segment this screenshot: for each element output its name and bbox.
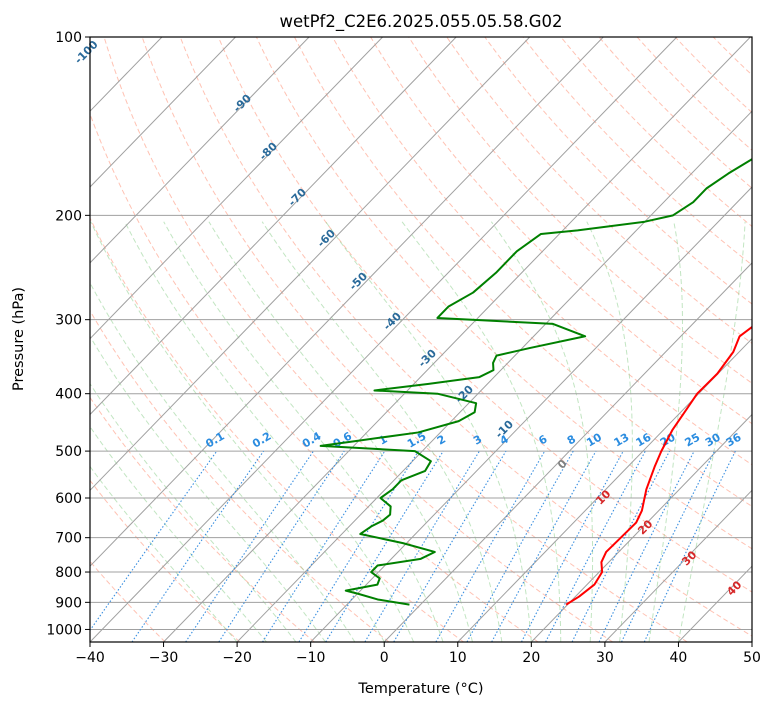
moist-adiabat bbox=[261, 221, 503, 642]
x-tick-label: −10 bbox=[296, 650, 326, 666]
mixing-ratio-line bbox=[262, 450, 386, 642]
y-tick-label: 1000 bbox=[46, 622, 82, 638]
dry-adiabat bbox=[446, 37, 752, 344]
dry-adiabat bbox=[484, 37, 752, 305]
moist-adiabat bbox=[586, 221, 633, 642]
dry-adiabat bbox=[332, 37, 752, 466]
mixing-ratio-line bbox=[364, 450, 480, 642]
plot-frame bbox=[89, 36, 753, 643]
y-tick-label: 900 bbox=[55, 595, 82, 611]
x-tick-label: −40 bbox=[75, 650, 105, 666]
isotherm bbox=[90, 37, 604, 567]
isotherm bbox=[90, 37, 531, 492]
mixing-ratio-line bbox=[298, 450, 419, 642]
dry-adiabat bbox=[522, 37, 752, 266]
dry-adiabat bbox=[598, 37, 752, 189]
moist-adiabat bbox=[325, 221, 532, 642]
mixing-ratio-line bbox=[325, 450, 444, 642]
y-tick-label: 700 bbox=[55, 531, 82, 547]
x-tick-label: 20 bbox=[522, 650, 540, 666]
dry-adiabat bbox=[103, 37, 614, 642]
moist-adiabat bbox=[490, 221, 594, 642]
mixing-ratio-line bbox=[520, 450, 624, 642]
mixing-ratio-line bbox=[90, 450, 218, 632]
mixing-ratio-line bbox=[218, 450, 345, 642]
dry-adiabat bbox=[294, 37, 752, 508]
x-axis-title: Temperature (°C) bbox=[357, 681, 483, 697]
moist-adiabat bbox=[90, 465, 238, 642]
moist-adiabat bbox=[90, 221, 385, 642]
mixing-ratio-line bbox=[131, 450, 265, 642]
y-tick-label: 500 bbox=[55, 444, 82, 460]
y-tick-label: 100 bbox=[55, 30, 82, 46]
moist-adiabat bbox=[90, 335, 326, 642]
isotherm bbox=[310, 186, 752, 642]
isotherm bbox=[236, 110, 752, 642]
isotherm bbox=[90, 37, 236, 188]
moist-adiabat bbox=[163, 221, 444, 642]
mixing-ratio-line bbox=[491, 450, 597, 642]
y-tick-label: 800 bbox=[55, 565, 82, 581]
x-tick-label: −20 bbox=[222, 650, 252, 666]
dry-adiabat bbox=[370, 37, 752, 425]
sounding-series bbox=[319, 158, 752, 606]
x-tick-label: 0 bbox=[380, 650, 389, 666]
dry-adiabat bbox=[179, 37, 752, 637]
moist-adiabat bbox=[90, 281, 356, 642]
mixing-ratio-line bbox=[466, 450, 574, 642]
dry-adiabat bbox=[90, 309, 390, 642]
y-tick-label: 200 bbox=[55, 208, 82, 224]
x-tick-label: 30 bbox=[596, 650, 614, 666]
x-tick-label: 10 bbox=[449, 650, 467, 666]
isotherm bbox=[604, 489, 752, 642]
moist-adiabat bbox=[124, 221, 415, 642]
mixing-ratio-line bbox=[643, 450, 736, 642]
isotherm bbox=[90, 37, 457, 416]
y-axis-title: Pressure (hPa) bbox=[11, 287, 27, 391]
isotherm bbox=[90, 37, 310, 264]
x-tick-label: 50 bbox=[743, 650, 761, 666]
mixing-ratio-line bbox=[571, 450, 671, 642]
isotherm bbox=[163, 37, 751, 642]
isotherm bbox=[530, 413, 752, 642]
x-tick-label: −30 bbox=[149, 650, 179, 666]
plot-area bbox=[90, 37, 752, 642]
mixing-ratio-line bbox=[621, 450, 716, 642]
isotherm bbox=[90, 37, 383, 340]
moist-adiabat bbox=[90, 425, 267, 642]
dry-adiabat bbox=[141, 37, 688, 642]
mixing-ratio-line bbox=[545, 450, 646, 642]
y-tick-label: 300 bbox=[55, 313, 82, 329]
sounding-line bbox=[565, 325, 752, 606]
sounding-line bbox=[319, 158, 752, 606]
mixing-ratio-line bbox=[185, 450, 314, 642]
mixing-ratio-line bbox=[598, 450, 695, 642]
y-tick-label: 600 bbox=[55, 491, 82, 507]
axes: −40 −30 −20 −10 0 10 20 30 40 50 100 200 300 400 500 60… bbox=[46, 30, 761, 666]
isotherm bbox=[90, 37, 678, 642]
dry-adiabat bbox=[90, 396, 315, 642]
y-tick-label: 400 bbox=[55, 387, 82, 403]
x-tick-label: 40 bbox=[670, 650, 688, 666]
isotherm bbox=[457, 337, 752, 642]
dry-adiabat bbox=[408, 37, 752, 384]
isotherm bbox=[383, 262, 752, 642]
chart-title: wetPf2_C2E6.2025.055.05.58.G02 bbox=[279, 12, 562, 32]
